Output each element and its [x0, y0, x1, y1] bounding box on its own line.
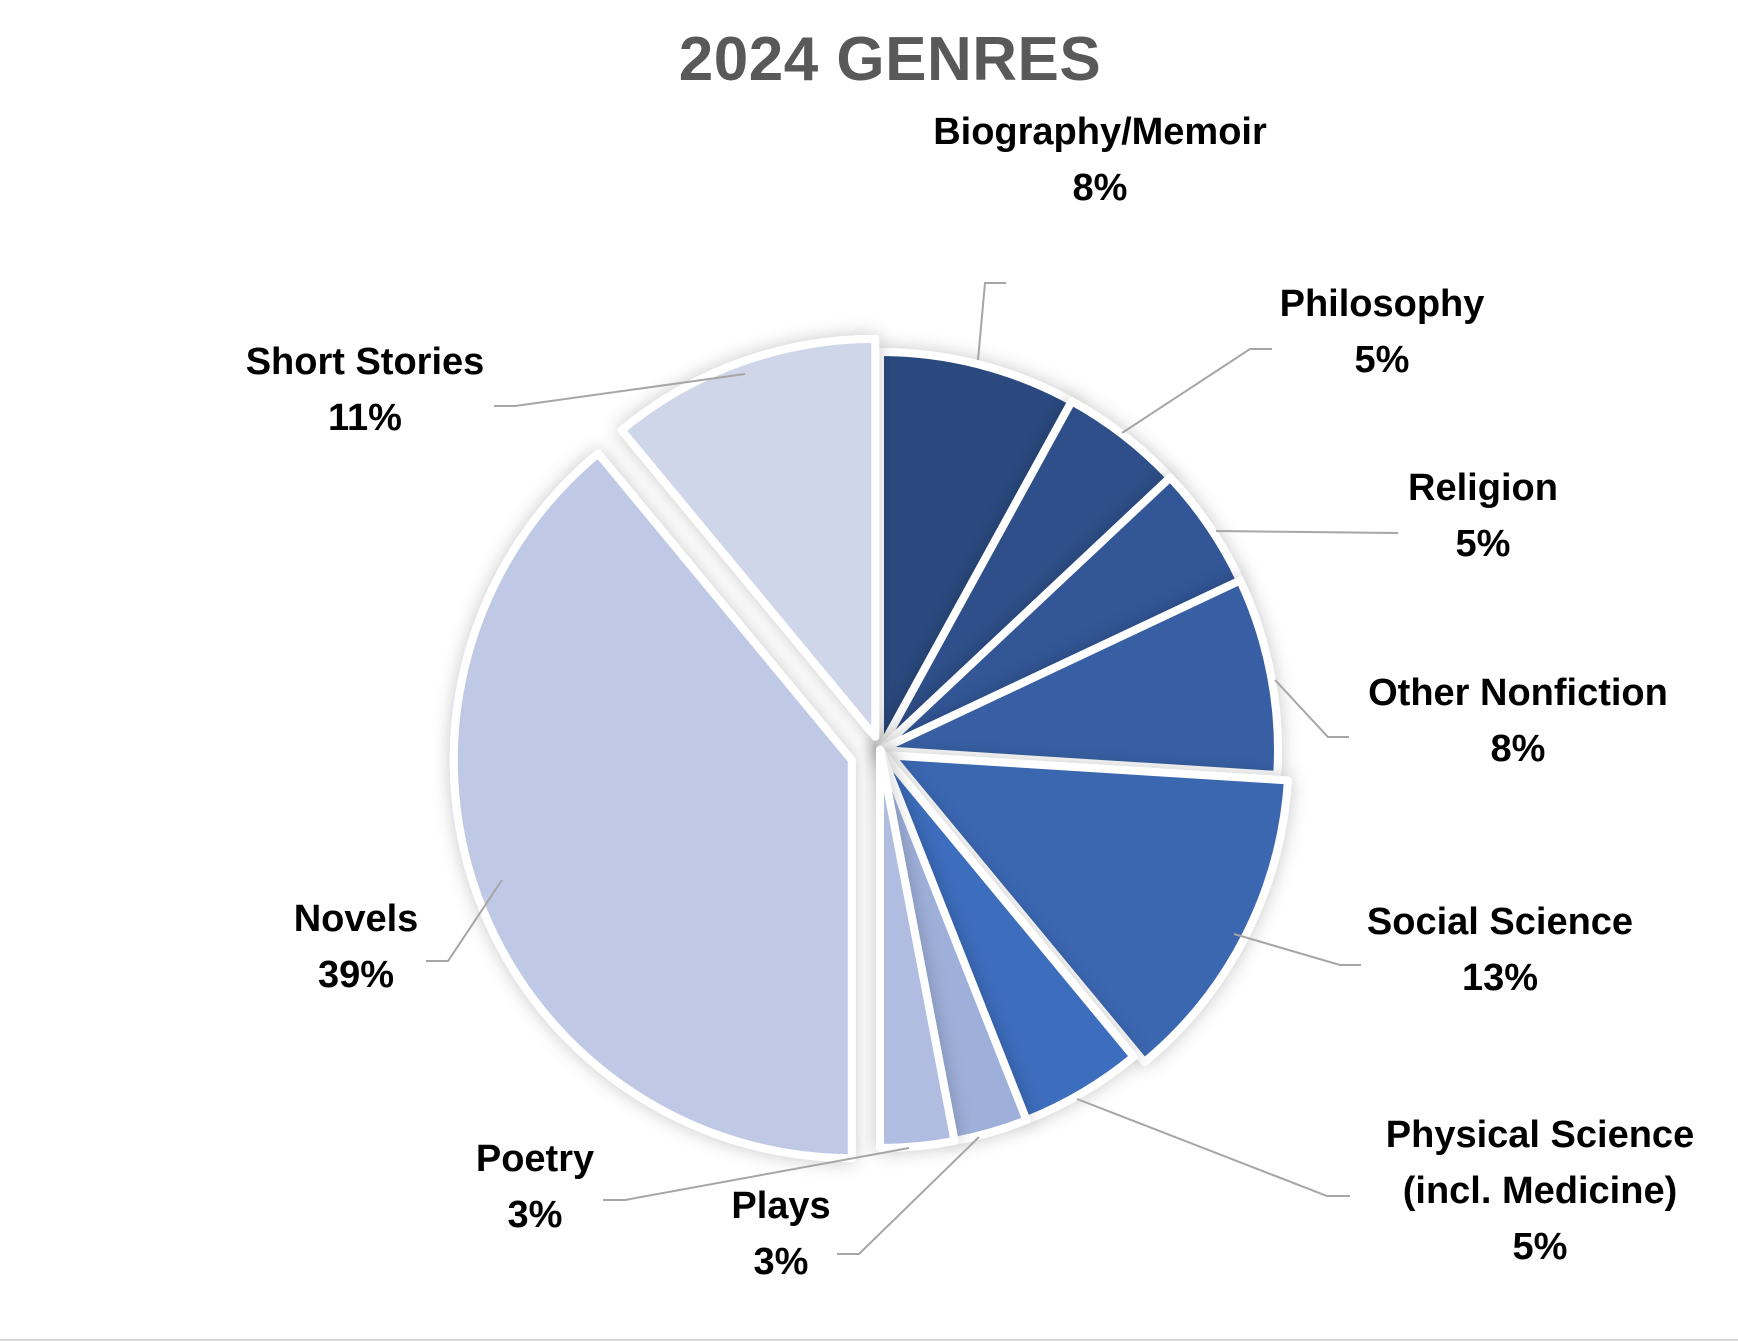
slice-label-short-stories: Short Stories 11% [246, 341, 485, 439]
slice-name-label: (incl. Medicine) [1403, 1170, 1677, 1212]
slice-value-label: 13% [1462, 957, 1538, 999]
slice-label-religion: Religion 5% [1408, 467, 1558, 565]
pie-slice-other-nonfiction [876, 576, 1282, 779]
slices-layer [449, 334, 1292, 1163]
leader-line-novels [426, 879, 503, 962]
leader-line-poetry [603, 1147, 910, 1201]
slice-label-poetry: Poetry 3% [476, 1138, 594, 1236]
slice-label-plays: Plays 3% [731, 1185, 830, 1283]
leader-lines-layer [426, 282, 1399, 1255]
slice-value-label: 8% [1491, 728, 1546, 770]
leader-line-religion [1215, 530, 1399, 534]
leader-line-short-stories [494, 373, 746, 407]
slice-name-label: Plays [731, 1185, 830, 1227]
leader-line-physical-science-incl-medicine [1076, 1098, 1350, 1197]
slice-value-label: 5% [1513, 1226, 1568, 1268]
slice-label-novels: Novels 39% [294, 898, 419, 996]
pie-slice-biography-memoir [876, 348, 1076, 754]
pie-slice-social-science [886, 751, 1292, 1067]
pie-slice-novels [449, 449, 856, 1163]
leader-line-other-nonfiction [1274, 679, 1349, 738]
chart-title: 2024 GENRES [678, 25, 1102, 94]
slice-value-label: 3% [508, 1194, 563, 1236]
slice-label-biography-memoir: Biography/Memoir 8% [933, 111, 1267, 209]
leader-line-philosophy [1121, 348, 1272, 434]
slice-name-label: Novels [294, 898, 419, 940]
slice-name-label: Other Nonfiction [1368, 672, 1668, 714]
slice-value-label: 39% [318, 954, 394, 996]
slice-name-label: Religion [1408, 467, 1558, 509]
slice-name-label: Biography/Memoir [933, 111, 1267, 153]
slice-name-label: Poetry [476, 1138, 594, 1180]
slice-value-label: 5% [1355, 339, 1410, 381]
slice-name-label: Philosophy [1280, 283, 1485, 325]
leader-line-plays [837, 1136, 980, 1255]
leader-line-social-science [1233, 933, 1361, 966]
slice-value-label: 3% [754, 1241, 809, 1283]
slice-value-label: 11% [328, 397, 402, 439]
slice-label-physical-science-incl-medicine: Physical Science (incl. Medicine) 5% [1386, 1114, 1694, 1268]
slice-label-philosophy: Philosophy 5% [1280, 283, 1485, 381]
slice-label-other-nonfiction: Other Nonfiction 8% [1368, 672, 1668, 770]
pie-slice-poetry [876, 746, 959, 1152]
slice-name-label: Social Science [1367, 901, 1633, 943]
slice-value-label: 5% [1456, 523, 1511, 565]
slice-name-label: Short Stories [246, 341, 485, 383]
pie-slice-short-stories [617, 334, 880, 741]
slice-value-label: 8% [1073, 167, 1128, 209]
leader-line-biography-memoir [977, 282, 1006, 361]
slice-name-label: Physical Science [1386, 1114, 1694, 1156]
labels-layer: Biography/Memoir 8% Philosophy 5% Religion 5%… [246, 111, 1695, 1283]
slice-label-social-science: Social Science 13% [1367, 901, 1633, 999]
